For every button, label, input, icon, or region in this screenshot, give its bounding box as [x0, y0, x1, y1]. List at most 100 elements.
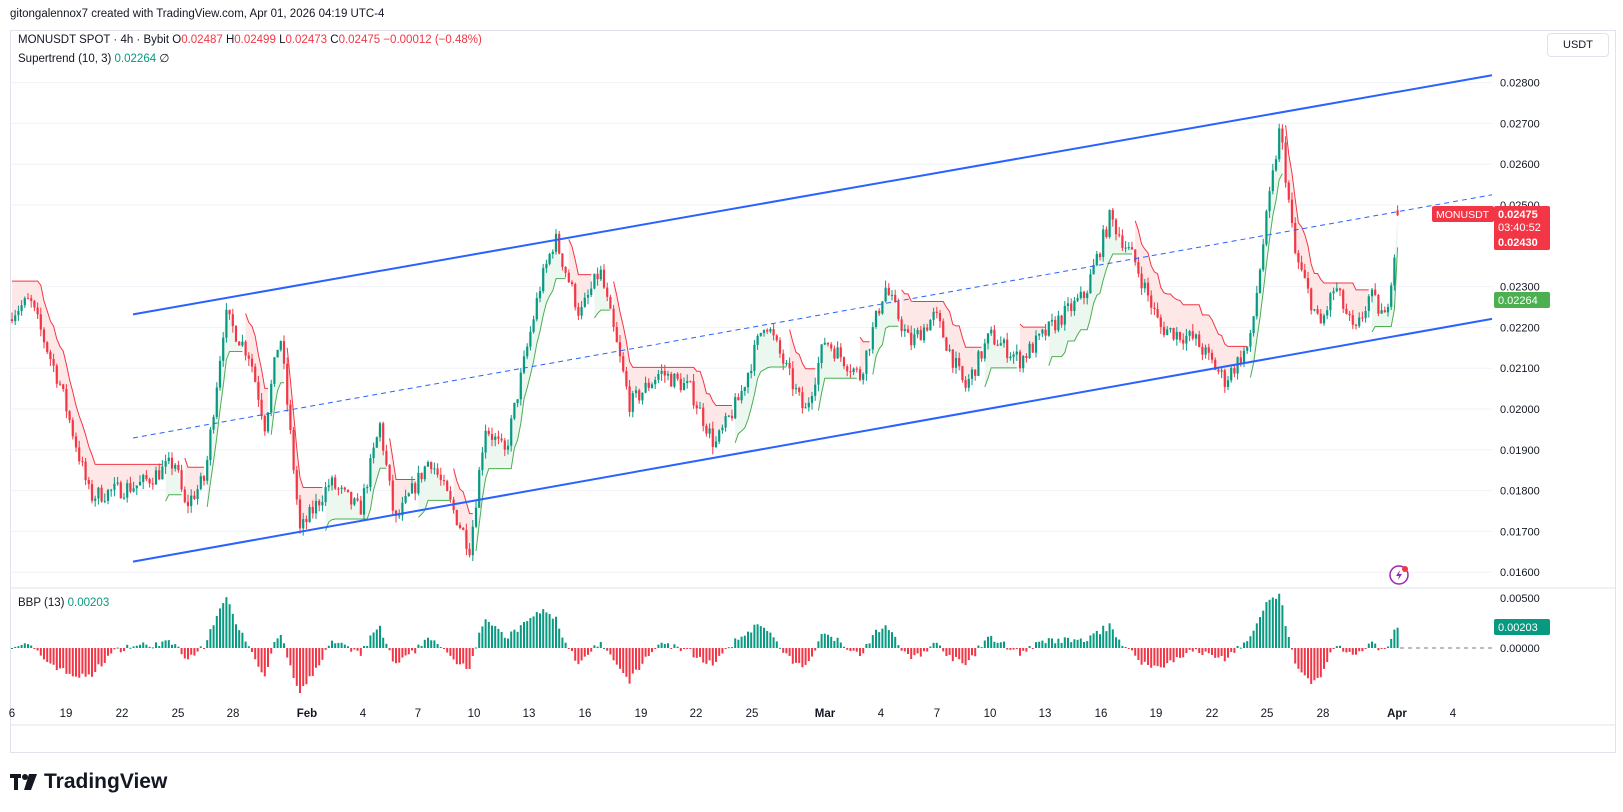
- candle-body: [1290, 199, 1294, 224]
- bbp-bar: [971, 648, 973, 656]
- candle: [625, 366, 628, 390]
- bbp-legend[interactable]: BBP (13) 0.00203: [18, 597, 109, 609]
- candle: [1070, 298, 1073, 317]
- bbp-bar: [71, 648, 74, 677]
- supertrend-up-tag[interactable]: 0.02264: [1494, 292, 1550, 308]
- candle: [548, 252, 551, 266]
- candle: [337, 486, 340, 496]
- candle: [167, 452, 170, 465]
- candle: [1025, 353, 1028, 363]
- bbp-bar: [567, 648, 570, 649]
- bbp-bar: [1268, 599, 1271, 648]
- supertrend-line-down: [453, 468, 473, 515]
- candle-body: [746, 373, 750, 388]
- candle: [1140, 266, 1143, 295]
- candle: [1322, 313, 1326, 326]
- bbp-bar: [1329, 648, 1332, 653]
- lightning-icon[interactable]: [1389, 565, 1409, 585]
- bbp-bar: [657, 644, 660, 648]
- candle: [321, 495, 324, 512]
- channel-upper-line[interactable]: [132, 74, 1493, 316]
- candle: [183, 486, 186, 504]
- candle: [583, 292, 586, 308]
- bbp-bar: [967, 648, 970, 661]
- tradingview-logo[interactable]: TradingView: [10, 770, 167, 794]
- candle-body: [180, 470, 183, 490]
- candle: [974, 369, 977, 381]
- candle-body: [279, 341, 282, 350]
- candle-body: [1358, 317, 1361, 326]
- bbp-bar: [1339, 645, 1341, 648]
- time-tick-label: 25: [172, 708, 185, 720]
- bbp-bar: [273, 641, 276, 648]
- candle: [442, 474, 446, 486]
- symbol-name[interactable]: MONUSDT SPOT · 4h · Bybit: [18, 34, 170, 46]
- candle-body: [1233, 368, 1236, 374]
- bbp-bar: [1323, 648, 1325, 669]
- candle: [1162, 321, 1166, 338]
- candle-body: [1066, 303, 1070, 306]
- symbol-price-tag[interactable]: MONUSDT: [1432, 206, 1494, 222]
- bbp-value-tag[interactable]: 0.00203: [1494, 619, 1550, 635]
- bbp-bar: [49, 648, 52, 664]
- candle: [1018, 349, 1022, 372]
- supertrend-legend[interactable]: Supertrend (10, 3) 0.02264 ∅: [18, 51, 169, 65]
- candle: [135, 485, 138, 496]
- candle-body: [26, 298, 30, 300]
- candle-body: [519, 372, 522, 400]
- candle: [350, 491, 353, 510]
- supertrend-line-down: [1019, 323, 1046, 328]
- candle-body: [321, 502, 324, 506]
- candle-body: [1367, 296, 1370, 311]
- candle-body: [919, 330, 922, 341]
- candle: [564, 266, 567, 278]
- tradingview-wordmark: TradingView: [44, 770, 168, 793]
- candle-body: [276, 349, 279, 358]
- candle: [1233, 365, 1236, 378]
- bbp-bar: [782, 648, 785, 653]
- candle: [404, 489, 407, 505]
- candle-body: [1201, 346, 1204, 355]
- candle: [753, 340, 756, 376]
- bbp-bar: [1092, 633, 1095, 648]
- candle: [193, 490, 196, 501]
- candle-body: [1178, 332, 1182, 340]
- candle-body: [135, 485, 138, 489]
- candle: [1098, 252, 1102, 261]
- bbp-bar: [1108, 623, 1111, 648]
- candle: [1092, 259, 1095, 275]
- price-chart[interactable]: 0.028000.027000.026000.025000.023000.022…: [0, 0, 1623, 760]
- candle: [935, 306, 938, 319]
- candle-body: [494, 436, 497, 440]
- candle-body: [1002, 339, 1006, 344]
- bbp-bar: [187, 648, 189, 660]
- candle-body: [618, 342, 622, 357]
- bbp-bar: [721, 648, 724, 654]
- candle-body: [1166, 329, 1169, 336]
- candle-body: [1271, 170, 1274, 192]
- candle-body: [202, 476, 206, 481]
- currency-button[interactable]: USDT: [1547, 33, 1609, 57]
- bbp-bar: [539, 613, 541, 648]
- candle: [977, 349, 980, 376]
- chart-frame[interactable]: [10, 30, 1616, 753]
- bbp-bar: [206, 640, 209, 648]
- price-tick-label: 0.02200: [1500, 322, 1540, 334]
- candle-body: [487, 430, 490, 435]
- time-tick-label: 25: [1261, 708, 1274, 720]
- candle: [1182, 333, 1185, 350]
- candle: [612, 304, 615, 332]
- candle-body: [548, 253, 551, 264]
- candle-body: [650, 384, 654, 389]
- bbp-bar: [334, 643, 337, 648]
- candle-body: [586, 294, 590, 298]
- candle-body: [1191, 331, 1194, 339]
- candle: [180, 464, 183, 492]
- candle-body: [810, 395, 814, 403]
- candle: [1354, 323, 1358, 330]
- candle-body: [766, 329, 769, 332]
- channel-lower-line[interactable]: [132, 317, 1493, 563]
- bbp-bar: [1278, 593, 1281, 648]
- candle: [814, 377, 817, 401]
- candle: [286, 357, 289, 412]
